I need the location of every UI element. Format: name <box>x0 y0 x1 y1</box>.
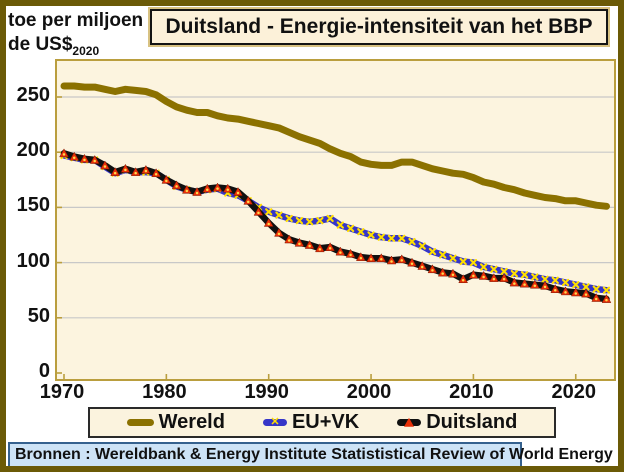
y-axis-title-line2: de US$2020 <box>8 34 100 58</box>
chart-plot <box>57 82 614 379</box>
y-tick-label: 250 <box>16 84 50 106</box>
legend-item-eu-vk: ✕ EU+VK <box>262 411 360 434</box>
duitsland-line-sample-icon <box>397 417 422 427</box>
y-tick-label: 100 <box>16 249 50 272</box>
y-tick-label: 0 <box>38 360 50 382</box>
legend-label-duitsland: Duitsland <box>426 411 518 433</box>
y-tick-label: 200 <box>16 139 50 162</box>
wereld-line-sample-icon <box>126 419 154 426</box>
legend-item-wereld: Wereld <box>126 411 225 434</box>
y-axis-title: toe per miljoen de US$2020 <box>8 9 154 63</box>
x-tick-label: 2000 <box>346 381 392 403</box>
legend-label-eu-vk: EU+VK <box>291 411 360 433</box>
legend-label-wereld: Wereld <box>158 411 225 433</box>
source-bar: Bronnen : Wereldbank & Energy Institute … <box>8 442 613 466</box>
plot-area <box>55 59 616 381</box>
y-tick-label: 50 <box>27 304 50 327</box>
x-tick-label: 2010 <box>449 381 494 403</box>
y-axis-title-line1: toe per miljoen <box>8 10 144 31</box>
eu-vk-line-sample-icon: ✕ <box>262 416 287 427</box>
legend: Wereld ✕ EU+VK Duitsland <box>88 407 556 438</box>
chart-title: Duitsland - Energie-intensiteit van het … <box>148 7 610 47</box>
x-tick-label: 2020 <box>551 381 597 403</box>
x-tick-label: 1980 <box>142 381 187 403</box>
x-tick-label: 1990 <box>244 381 289 403</box>
source-text: Bronnen : Wereldbank & Energy Institute … <box>15 446 613 463</box>
y-axis-title-subscript: 2020 <box>72 43 100 58</box>
x-tick-label: 1970 <box>39 381 85 403</box>
legend-item-duitsland: Duitsland <box>397 411 517 434</box>
y-tick-label: 150 <box>16 194 50 217</box>
